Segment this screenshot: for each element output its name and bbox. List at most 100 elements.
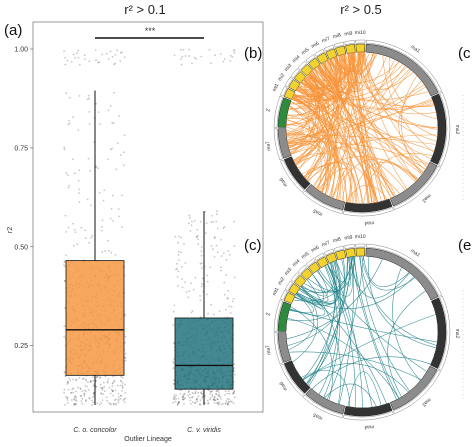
jitter-point: [199, 295, 202, 297]
chromosome-label: ma4: [364, 423, 374, 430]
jitter-point: [197, 235, 199, 237]
jitter-point: [103, 189, 106, 192]
jitter-point: [193, 56, 196, 59]
chord-link: [313, 56, 342, 188]
jitter-point: [185, 291, 188, 293]
chord-link: [307, 74, 377, 203]
chord-link: [287, 141, 429, 166]
jitter-point: [209, 397, 212, 399]
jitter-point: [220, 239, 222, 241]
jitter-point: [189, 393, 191, 396]
chord-link: [294, 134, 438, 165]
jitter-point: [228, 400, 230, 403]
jitter-point: [65, 254, 67, 257]
chord-link: [347, 371, 382, 407]
jitter-point: [110, 207, 113, 210]
jitter-point: [64, 260, 66, 263]
chromosome-label: ma3: [421, 192, 432, 203]
jitter-point: [220, 403, 223, 406]
jitter-point: [181, 278, 184, 280]
jitter-point: [213, 236, 216, 239]
jitter-point: [90, 236, 93, 239]
jitter-point: [174, 396, 177, 399]
jitter-point: [96, 375, 99, 378]
jitter-point: [233, 392, 235, 394]
jitter-point: [173, 358, 176, 360]
panel-label-e-partial: (e: [458, 237, 471, 254]
jitter-point: [208, 48, 211, 51]
chromosome-label: mi3: [284, 267, 294, 277]
chord-link: [352, 162, 419, 204]
jitter-point: [84, 384, 87, 387]
tick-ring: [305, 54, 316, 63]
chromosome-label: mi9: [344, 30, 353, 37]
jitter-point: [83, 393, 86, 395]
jitter-point: [123, 398, 126, 401]
jitter-point: [92, 396, 94, 399]
jitter-point: [229, 400, 232, 403]
box-viridis: [174, 317, 234, 390]
jitter-point: [173, 54, 176, 57]
jitter-point: [77, 49, 80, 52]
jitter-point: [64, 370, 66, 373]
jitter-point: [86, 198, 89, 201]
jitter-point: [72, 391, 75, 394]
jitter-point: [88, 123, 91, 125]
jitter-point: [63, 264, 65, 266]
jitter-point: [175, 268, 177, 271]
jitter-point: [101, 219, 104, 222]
jitter-point: [88, 97, 90, 100]
jitter-point: [74, 402, 77, 405]
jitter-point: [63, 280, 66, 282]
chromosome-mi7: [325, 252, 338, 264]
jitter-point: [217, 403, 220, 406]
chromosome-label: mi6: [310, 245, 320, 254]
jitter-point: [209, 390, 212, 393]
jitter-point: [177, 402, 180, 404]
tick-ring: [284, 76, 293, 87]
tick-ring: [343, 411, 394, 421]
jitter-point: [111, 382, 114, 385]
jitter-point: [210, 62, 212, 65]
jitter-point: [212, 248, 214, 251]
chord-link: [290, 100, 320, 178]
jitter-point: [89, 169, 91, 172]
tick-ring: [343, 207, 394, 217]
jitter-point: [197, 243, 200, 246]
jitter-point: [77, 386, 79, 389]
chromosome-ma1: [365, 247, 439, 301]
jitter-point: [115, 398, 117, 401]
jitter-point: [217, 389, 220, 392]
jitter-point: [65, 92, 68, 95]
jitter-point: [215, 213, 218, 216]
jitter-point: [216, 390, 219, 392]
jitter-point: [124, 383, 126, 386]
jitter-point: [183, 392, 186, 395]
chromosome-mi6: [316, 256, 329, 269]
chord-link: [298, 70, 320, 171]
jitter-point: [100, 392, 102, 395]
jitter-point: [215, 393, 218, 395]
chord-link: [289, 51, 363, 153]
chord-link: [293, 94, 332, 195]
jitter-point: [214, 54, 217, 57]
jitter-point: [119, 60, 122, 62]
jitter-point: [187, 296, 190, 299]
chord-link: [359, 255, 437, 346]
jitter-point: [64, 63, 67, 66]
chord-link: [368, 256, 437, 349]
jitter-point: [172, 367, 175, 370]
jitter-point: [112, 394, 115, 397]
tick-ring: [393, 165, 441, 210]
jitter-point: [225, 402, 228, 404]
jitter-point: [117, 401, 120, 404]
jitter-point: [183, 403, 185, 405]
jitter-point: [225, 400, 228, 402]
chord-link: [338, 256, 354, 405]
jitter-point: [88, 60, 91, 63]
jitter-point: [109, 105, 112, 107]
chord-link: [286, 134, 437, 145]
jitter-point: [79, 387, 82, 390]
jitter-point: [103, 390, 106, 393]
chord-link: [307, 65, 406, 182]
